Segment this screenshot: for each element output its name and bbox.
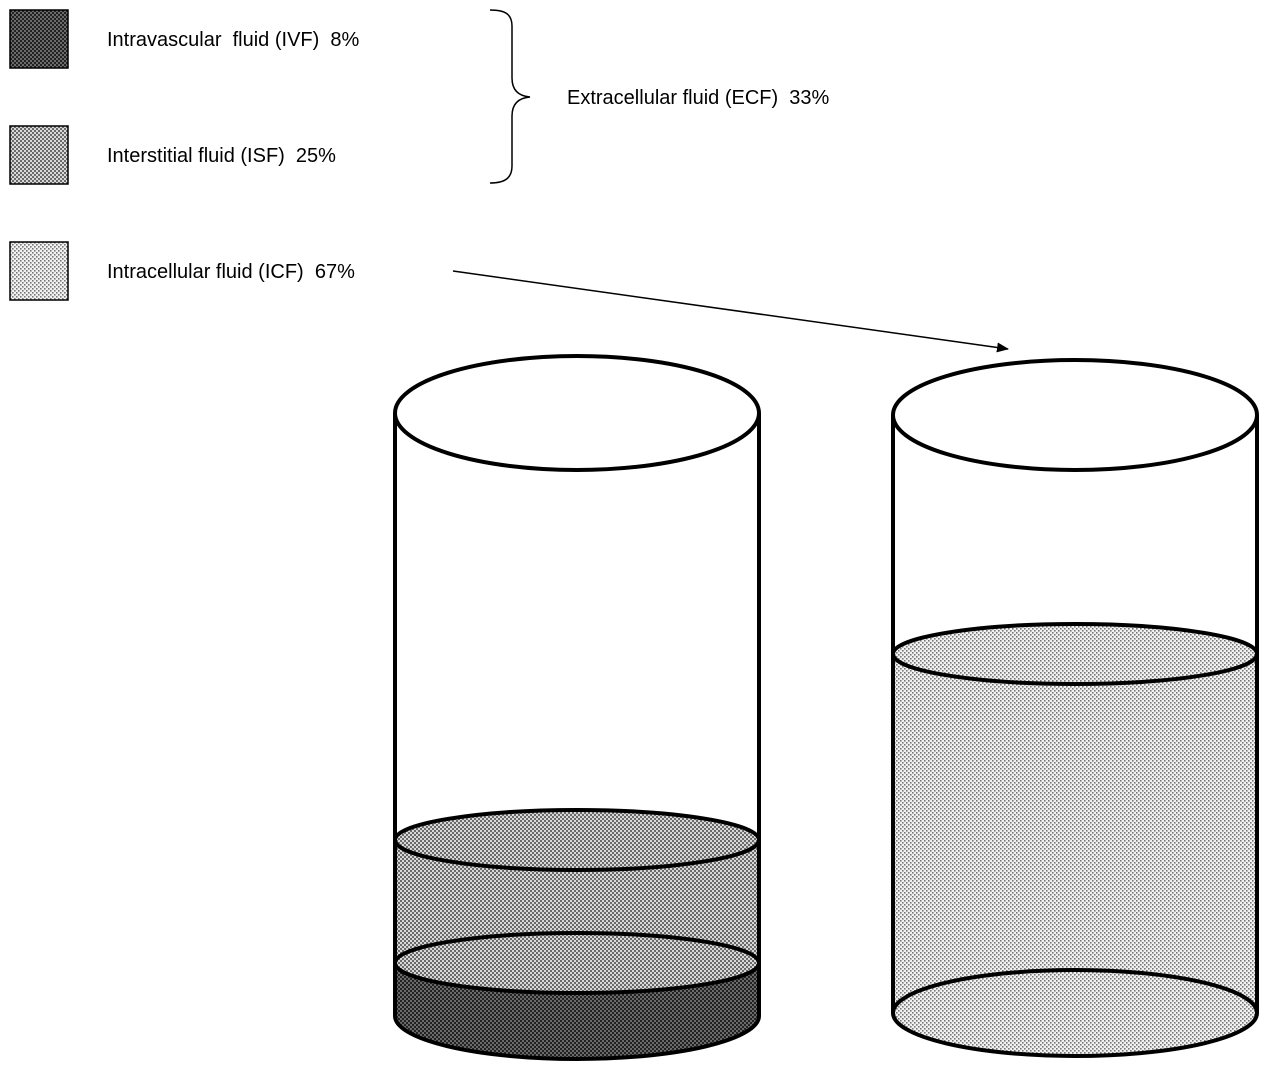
- legend: Intravascular fluid (IVF) 8% Interstitia…: [9, 9, 1009, 353]
- isf-label: Interstitial fluid (ISF) 25%: [107, 145, 336, 167]
- ecf-cylinder: [393, 354, 761, 1061]
- icf-cylinder-bottom: [891, 968, 1259, 1058]
- ivf-label: Intravascular fluid (IVF) 8%: [107, 29, 360, 51]
- ecf-group-label: Extracellular fluid (ECF) 33%: [567, 87, 830, 109]
- ecf-brace: [489, 9, 531, 184]
- isf-swatch: [9, 125, 69, 185]
- icf-top-surface: [891, 622, 1259, 686]
- isf-top-surface: [393, 808, 761, 872]
- ivf-swatch: [9, 9, 69, 69]
- ecf-cylinder-bottom: [393, 1015, 761, 1061]
- icf-cylinder-top-rim: [891, 358, 1259, 472]
- icf-cylinder: [891, 358, 1259, 1058]
- isf-ivf-boundary-ellipse: [393, 931, 761, 995]
- legend-item-ivf: Intravascular fluid (IVF) 8%: [9, 9, 360, 69]
- ecf-cylinder-top-rim: [393, 354, 761, 472]
- icf-label: Intracellular fluid (ICF) 67%: [107, 261, 355, 283]
- icf-layer: [893, 654, 1257, 1056]
- legend-item-isf: Interstitial fluid (ISF) 25%: [9, 125, 336, 185]
- icf-arrow: [452, 270, 1009, 353]
- icf-swatch: [9, 241, 69, 301]
- legend-item-icf: Intracellular fluid (ICF) 67%: [9, 241, 355, 301]
